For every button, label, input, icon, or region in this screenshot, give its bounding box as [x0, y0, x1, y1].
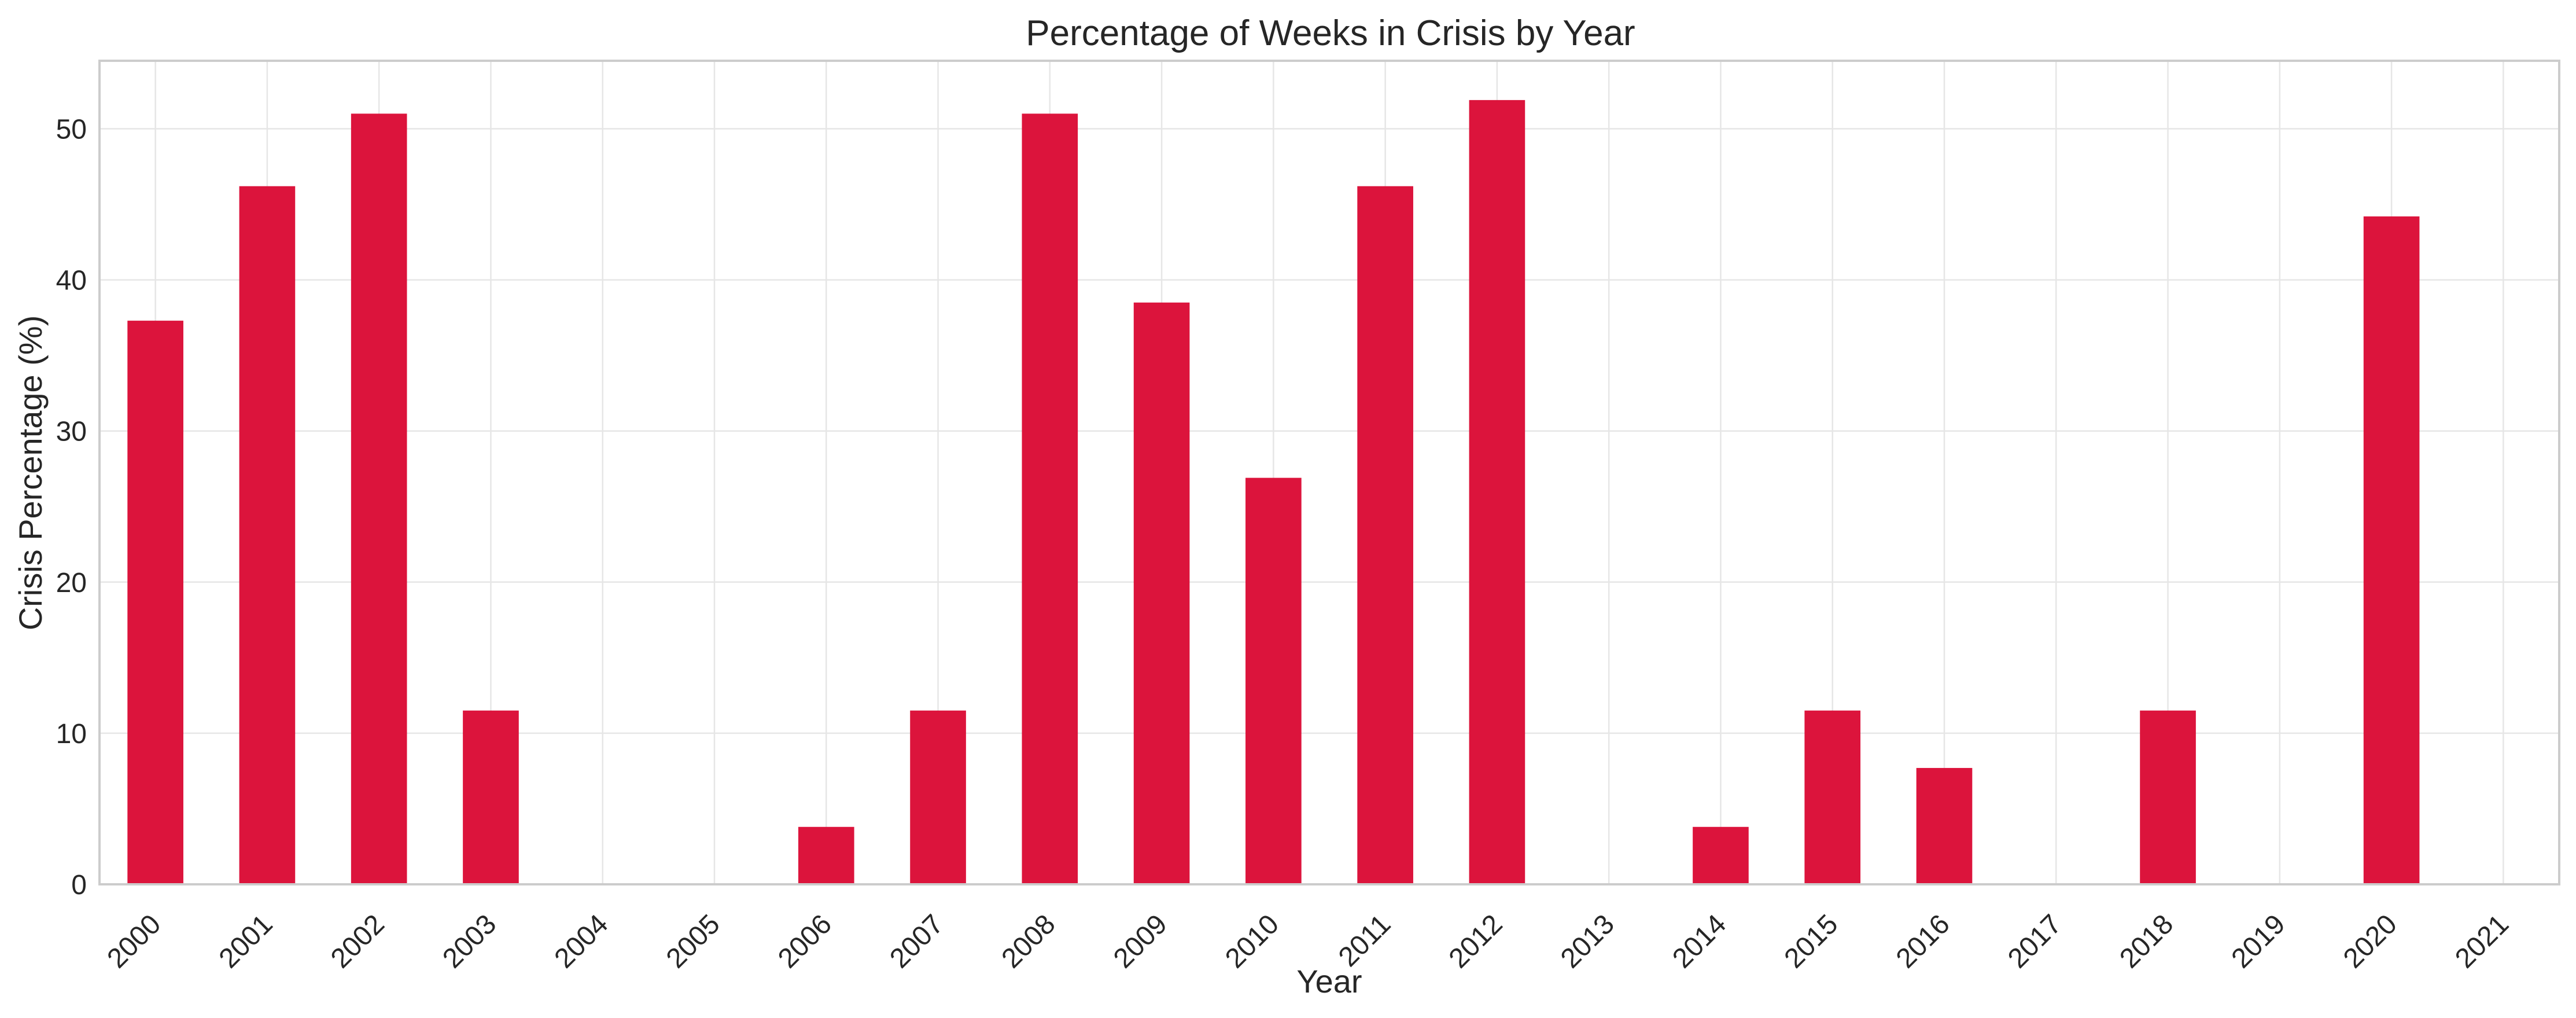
- bars: [127, 100, 2420, 885]
- x-tick-label: 2010: [1219, 909, 1285, 974]
- bar: [2140, 710, 2196, 884]
- y-tick-label: 30: [56, 417, 87, 447]
- x-tick-label: 2015: [1779, 909, 1844, 974]
- x-tick-label: 2000: [101, 909, 167, 974]
- plot-frame: [98, 60, 2560, 885]
- y-tick-label: 40: [56, 266, 87, 296]
- x-tick-label: 2016: [1890, 909, 1956, 974]
- y-axis-label: Crisis Percentage (%): [12, 315, 49, 631]
- x-tick-label: 2007: [884, 909, 949, 974]
- x-tick-label: 2014: [1667, 909, 1732, 974]
- x-axis-label: Year: [1296, 963, 1362, 999]
- bar: [1804, 710, 1861, 884]
- bar: [1469, 100, 1525, 885]
- y-tick-label: 20: [56, 568, 87, 598]
- x-tick-label: 2002: [325, 909, 390, 974]
- x-tick-label: 2004: [549, 909, 614, 974]
- y-tick-label: 0: [71, 870, 87, 901]
- x-tick-label: 2020: [2338, 909, 2403, 974]
- bar: [351, 113, 407, 885]
- y-tick-label: 10: [56, 719, 87, 749]
- y-tick-label: 50: [56, 114, 87, 145]
- x-tick-label: 2019: [2226, 909, 2291, 974]
- x-tick-label: 2018: [2114, 909, 2179, 974]
- bar: [127, 321, 183, 884]
- x-tick-label: 2013: [1555, 909, 1620, 974]
- bar: [798, 826, 854, 884]
- x-tick-label: 2017: [2002, 909, 2068, 974]
- x-tick-label: 2005: [661, 909, 726, 974]
- bar: [239, 186, 296, 885]
- x-tick-label: 2003: [437, 909, 502, 974]
- x-tick-label: 2008: [996, 909, 1062, 974]
- bar: [1357, 186, 1413, 885]
- x-tick-label: 2012: [1443, 909, 1509, 974]
- x-tick-label: 2021: [2449, 909, 2515, 974]
- y-axis-ticks: 0 10 20 30 40 50: [56, 114, 87, 901]
- bar: [463, 710, 519, 884]
- bar: [910, 710, 966, 884]
- x-tick-label: 2001: [213, 909, 279, 974]
- bar: [1022, 113, 1078, 885]
- bar: [1133, 302, 1190, 884]
- bar: [1916, 767, 1973, 884]
- x-tick-label: 2009: [1108, 909, 1173, 974]
- chart-title: Percentage of Weeks in Crisis by Year: [1026, 13, 1635, 53]
- bar: [2363, 216, 2420, 884]
- bar: [1245, 477, 1302, 884]
- bar: [1693, 826, 1749, 884]
- x-tick-label: 2006: [772, 909, 838, 974]
